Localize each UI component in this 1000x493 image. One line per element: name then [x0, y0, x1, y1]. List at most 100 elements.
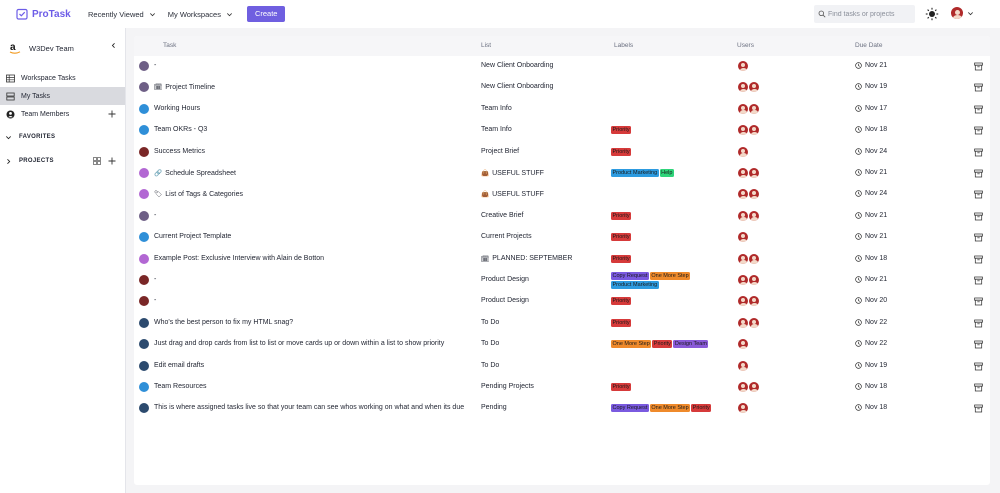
- avatar[interactable]: [748, 295, 760, 308]
- table-row[interactable]: This is where assigned tasks live so tha…: [134, 398, 990, 419]
- task-name[interactable]: -: [154, 276, 156, 283]
- table-row[interactable]: 🔗 Schedule Spreadsheet 👜 USEFUL STUFF Produc…: [134, 163, 990, 184]
- projects-section[interactable]: PROJECTS: [0, 152, 125, 170]
- label-badge[interactable]: Copy Request: [611, 272, 649, 280]
- project-board-icon[interactable]: [93, 157, 101, 165]
- add-member-plus-icon[interactable]: [108, 110, 116, 118]
- task-name[interactable]: Edit email drafts: [154, 362, 204, 369]
- sidebar-item-workspace-tasks[interactable]: Workspace Tasks: [0, 69, 125, 87]
- task-list-name[interactable]: To Do: [481, 319, 499, 326]
- avatar[interactable]: [737, 167, 749, 179]
- label-badge[interactable]: One More Step: [611, 340, 652, 349]
- avatar[interactable]: [748, 316, 760, 329]
- label-badge[interactable]: Product Marketing: [611, 169, 659, 177]
- label-badge[interactable]: Design Team: [673, 340, 709, 349]
- avatar[interactable]: [748, 381, 760, 393]
- label-badge[interactable]: One More Step: [649, 272, 691, 280]
- recently-viewed-dropdown[interactable]: Recently Viewed: [88, 10, 156, 19]
- task-name[interactable]: -: [154, 297, 156, 304]
- my-workspaces-dropdown[interactable]: My Workspaces: [168, 10, 233, 19]
- label-badge[interactable]: Copy Request: [611, 404, 649, 413]
- label-badge[interactable]: Priority: [611, 211, 632, 220]
- user-menu[interactable]: [950, 6, 974, 20]
- avatar[interactable]: [737, 359, 749, 372]
- search-input[interactable]: [828, 10, 912, 18]
- archive-icon[interactable]: [974, 383, 983, 392]
- table-row[interactable]: Example Post: Exclusive Interview with A…: [134, 249, 990, 270]
- archive-icon[interactable]: [974, 62, 983, 71]
- task-list-name[interactable]: 👜 USEFUL STUFF: [481, 190, 544, 199]
- chevron-left-icon[interactable]: [110, 42, 117, 49]
- avatar[interactable]: [737, 60, 749, 72]
- task-name[interactable]: Team Resources: [154, 383, 207, 390]
- label-badge[interactable]: Priority: [691, 404, 712, 413]
- sidebar-item-my-tasks[interactable]: My Tasks: [0, 87, 125, 105]
- avatar[interactable]: [748, 167, 760, 179]
- archive-icon[interactable]: [974, 233, 983, 242]
- label-badge[interactable]: Priority: [611, 233, 632, 242]
- archive-icon[interactable]: [974, 276, 983, 285]
- task-list-name[interactable]: Pending Projects: [481, 383, 534, 390]
- avatar[interactable]: [737, 316, 749, 329]
- task-list-name[interactable]: To Do: [481, 340, 499, 347]
- archive-icon[interactable]: [974, 319, 983, 328]
- create-button[interactable]: Create: [246, 6, 286, 22]
- label-badge[interactable]: Priority: [611, 297, 632, 306]
- table-row[interactable]: Current Project Template Current Projects…: [134, 227, 990, 248]
- task-name[interactable]: 🗓 Project Timeline: [154, 83, 215, 92]
- table-row[interactable]: 🗓 Project Timeline New Client Onboarding No…: [134, 77, 990, 98]
- avatar[interactable]: [748, 102, 760, 115]
- task-name[interactable]: Success Metrics: [154, 148, 205, 155]
- task-list-name[interactable]: Creative Brief: [481, 212, 523, 219]
- archive-icon[interactable]: [974, 83, 983, 92]
- task-name[interactable]: Current Project Template: [154, 233, 231, 240]
- label-badge[interactable]: One More Step: [649, 404, 691, 413]
- task-list-name[interactable]: Team Info: [481, 105, 512, 112]
- task-list-name[interactable]: Pending: [481, 404, 507, 411]
- add-project-plus-icon[interactable]: [108, 157, 116, 165]
- team-switcher[interactable]: a W3Dev Team: [0, 37, 125, 59]
- task-list-name[interactable]: Current Projects: [481, 233, 532, 240]
- archive-icon[interactable]: [974, 148, 983, 157]
- task-name[interactable]: This is where assigned tasks live so tha…: [154, 404, 464, 411]
- task-name[interactable]: Example Post: Exclusive Interview with A…: [154, 255, 324, 262]
- task-name[interactable]: Who's the best person to fix my HTML sna…: [154, 319, 293, 326]
- task-name[interactable]: Team OKRs - Q3: [154, 126, 207, 133]
- table-row[interactable]: Edit email drafts To Do Nov 19: [134, 356, 990, 377]
- task-list-name[interactable]: New Client Onboarding: [481, 83, 553, 90]
- table-row[interactable]: 🏷 List of Tags & Categories 👜 USEFUL STUFF N…: [134, 184, 990, 205]
- favorites-section[interactable]: FAVORITES: [0, 128, 125, 146]
- task-list-name[interactable]: New Client Onboarding: [481, 62, 553, 69]
- archive-icon[interactable]: [974, 297, 983, 306]
- label-badge[interactable]: Product Marketing: [611, 281, 659, 289]
- label-badge[interactable]: Priority: [611, 147, 632, 156]
- search-box[interactable]: [814, 5, 915, 23]
- avatar[interactable]: [748, 252, 760, 265]
- table-row[interactable]: - Creative Brief Priority Nov 21: [134, 206, 990, 227]
- label-badge[interactable]: Priority: [611, 383, 632, 391]
- sun-theme-toggle-icon[interactable]: [925, 7, 939, 21]
- avatar[interactable]: [737, 145, 749, 158]
- app-logo[interactable]: ProTask: [16, 8, 88, 20]
- task-list-name[interactable]: Team Info: [481, 126, 512, 133]
- label-badge[interactable]: Priority: [652, 340, 673, 349]
- task-name[interactable]: -: [154, 62, 156, 69]
- archive-icon[interactable]: [974, 404, 983, 413]
- task-list-name[interactable]: 🗓 PLANNED: SEPTEMBER: [481, 255, 572, 263]
- avatar[interactable]: [748, 209, 760, 222]
- avatar[interactable]: [748, 188, 760, 201]
- avatar[interactable]: [748, 81, 760, 94]
- archive-icon[interactable]: [974, 362, 983, 371]
- task-name[interactable]: Just drag and drop cards from list to li…: [154, 340, 444, 347]
- table-row[interactable]: - New Client Onboarding Nov 21: [134, 56, 990, 77]
- label-badge[interactable]: Priority: [611, 126, 632, 135]
- archive-icon[interactable]: [974, 255, 983, 264]
- table-row[interactable]: Who's the best person to fix my HTML sna…: [134, 313, 990, 334]
- avatar[interactable]: [748, 124, 760, 137]
- task-list-name[interactable]: 👜 USEFUL STUFF: [481, 169, 544, 178]
- label-badge[interactable]: Help: [659, 169, 674, 177]
- sidebar-item-team-members[interactable]: Team Members: [0, 105, 125, 123]
- archive-icon[interactable]: [974, 212, 983, 221]
- avatar[interactable]: [737, 338, 749, 351]
- avatar[interactable]: [737, 231, 749, 244]
